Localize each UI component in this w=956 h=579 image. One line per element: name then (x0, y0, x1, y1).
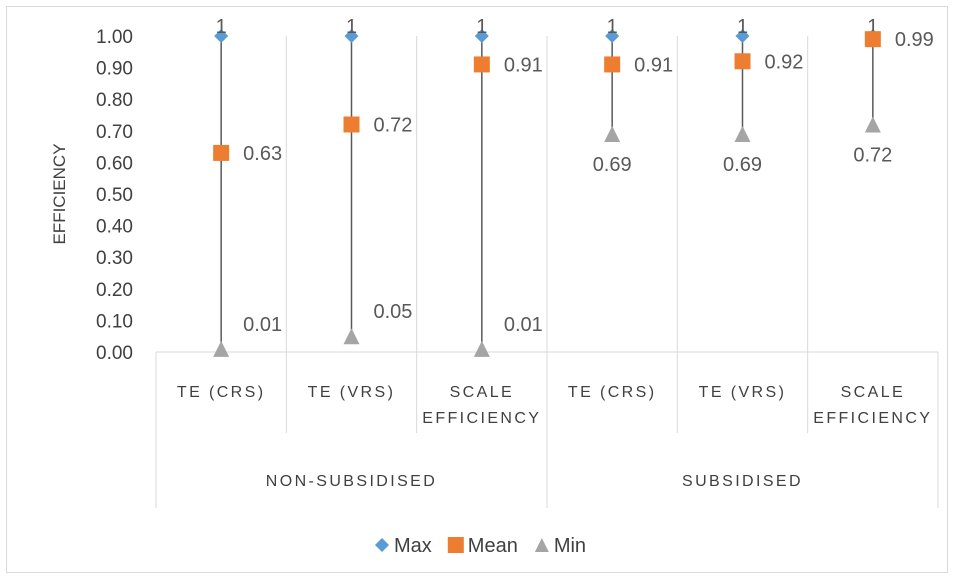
legend-min-marker (534, 538, 549, 552)
mean-marker (734, 53, 751, 70)
max-marker (344, 29, 359, 43)
category-label: SCALE (841, 384, 905, 401)
max-data-label: 1 (737, 16, 748, 38)
category-label: SCALE (450, 384, 514, 401)
group-label: NON-SUBSIDISED (266, 473, 437, 490)
mean-data-label: 0.72 (374, 114, 413, 136)
max-data-label: 1 (607, 16, 618, 38)
mean-marker (343, 116, 360, 133)
chart-frame (6, 6, 948, 573)
category-label: TE (VRS) (308, 384, 396, 401)
group-label: SUBSIDISED (682, 473, 803, 490)
category-label: TE (CRS) (568, 384, 657, 401)
max-data-label: 1 (476, 16, 487, 38)
min-marker (213, 340, 230, 357)
y-tick-label: 0.50 (96, 185, 133, 206)
min-data-label: 0.72 (853, 144, 892, 166)
legend-mean-marker (447, 537, 464, 553)
category-label: TE (CRS) (177, 384, 266, 401)
legend-max-label: Max (394, 535, 432, 557)
min-data-label: 0.69 (723, 154, 762, 176)
category-label: EFFICIENCY (422, 410, 541, 427)
y-tick-label: 0.70 (96, 122, 133, 143)
legend-mean-label: Mean (468, 535, 518, 557)
mean-marker (213, 144, 230, 161)
max-data-label: 1 (867, 16, 878, 38)
legend-max-marker (375, 538, 389, 552)
max-marker (214, 29, 229, 43)
min-data-label: 0.05 (374, 301, 413, 323)
mean-data-label: 0.92 (765, 51, 804, 73)
max-marker (735, 29, 750, 43)
mean-marker (604, 56, 621, 73)
y-tick-label: 0.10 (96, 311, 133, 332)
min-marker (734, 125, 751, 142)
max-marker (474, 29, 489, 43)
max-marker (605, 29, 620, 43)
min-marker (864, 116, 881, 133)
y-axis-title: EFFICIENCY (50, 143, 69, 244)
y-tick-label: 0.20 (96, 280, 133, 301)
min-data-label: 0.69 (593, 154, 632, 176)
mean-data-label: 0.99 (895, 29, 934, 51)
y-tick-label: 0.90 (96, 59, 133, 80)
mean-data-label: 0.63 (243, 143, 282, 165)
min-marker (343, 328, 360, 345)
mean-marker (864, 31, 881, 48)
min-data-label: 0.01 (504, 314, 543, 336)
min-data-label: 0.01 (243, 314, 282, 336)
category-label: EFFICIENCY (813, 410, 932, 427)
y-tick-label: 0.40 (96, 217, 133, 238)
y-tick-label: 0.30 (96, 248, 133, 269)
mean-marker (473, 56, 490, 73)
y-tick-label: 0.80 (96, 90, 133, 111)
mean-data-label: 0.91 (504, 54, 543, 76)
mean-data-label: 0.91 (634, 54, 673, 76)
category-label: TE (VRS) (699, 384, 787, 401)
y-tick-label: 1.00 (96, 27, 133, 48)
min-marker (473, 340, 490, 357)
min-marker (604, 125, 621, 142)
max-data-label: 1 (216, 16, 227, 38)
y-tick-label: 0.00 (96, 343, 133, 364)
y-tick-label: 0.60 (96, 153, 133, 174)
max-data-label: 1 (346, 16, 357, 38)
legend-min-label: Min (554, 535, 586, 557)
